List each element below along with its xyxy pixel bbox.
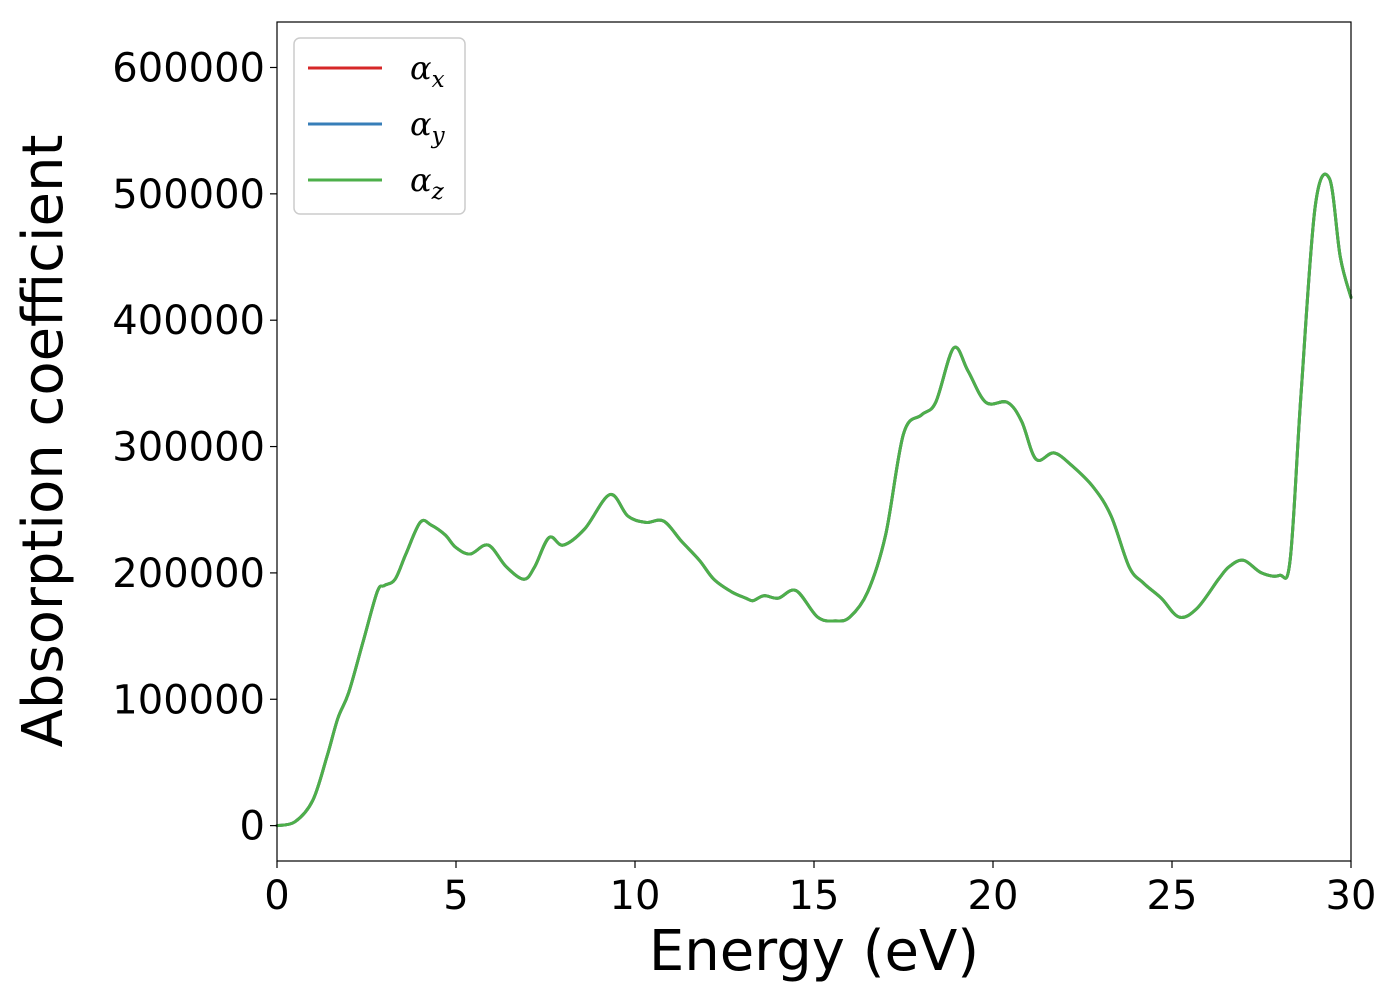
- x-tick-label: 20: [968, 873, 1019, 919]
- legend-label-z: αz: [410, 161, 445, 205]
- y-tick-label: 200000: [112, 551, 265, 597]
- series-layer: [275, 172, 1353, 828]
- y-axis: 0 100000 200000 300000 400000 500000 600000: [112, 45, 277, 850]
- y-tick-label: 300000: [112, 425, 265, 471]
- x-tick-label: 0: [264, 873, 289, 919]
- x-tick-label: 10: [610, 873, 661, 919]
- y-tick-label: 0: [240, 804, 265, 850]
- series-line-z: [275, 172, 1353, 828]
- x-axis: 0 5 10 15 20 25 30: [264, 861, 1376, 919]
- y-axis-label: Absorption coefficient: [11, 135, 76, 748]
- x-axis-label: Energy (eV): [649, 919, 979, 984]
- y-tick-label: 400000: [112, 298, 265, 344]
- y-tick-label: 100000: [112, 677, 265, 723]
- legend-label-y: αy: [410, 105, 446, 149]
- legend-label-x: αx: [410, 49, 445, 93]
- y-tick-label: 600000: [112, 45, 265, 91]
- x-tick-label: 30: [1326, 873, 1377, 919]
- legend-box: [293, 37, 466, 215]
- x-tick-label: 25: [1147, 873, 1198, 919]
- y-tick-label: 500000: [112, 172, 265, 218]
- legend: αx αy αz: [293, 37, 466, 215]
- x-tick-label: 15: [789, 873, 840, 919]
- x-tick-label: 5: [443, 873, 468, 919]
